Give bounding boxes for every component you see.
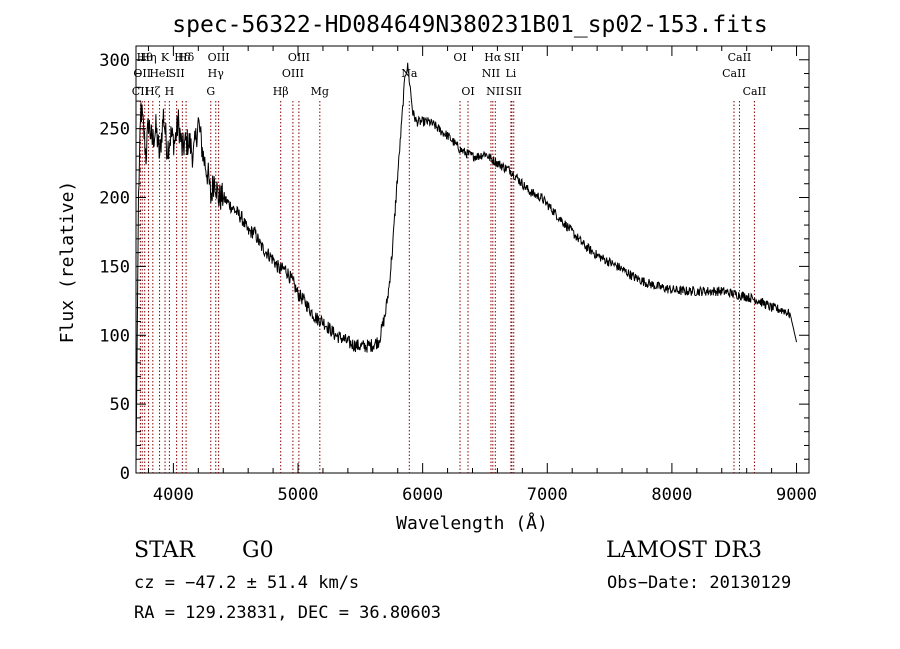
line-marker-label: CaII <box>722 67 746 80</box>
line-marker-label: Hθ <box>137 51 154 64</box>
y-tick-label: 250 <box>99 120 130 140</box>
y-axis-label: Flux (relative) <box>57 181 78 344</box>
line-marker-label: OIII <box>282 67 304 80</box>
y-tick-label: 100 <box>99 326 130 346</box>
y-tick-label: 200 <box>99 189 130 209</box>
x-tick-label: 7000 <box>527 485 568 505</box>
line-marker-label: OIII <box>288 51 310 64</box>
line-marker-label: Hβ <box>273 85 289 98</box>
y-axis: 0 50 100 150 200 250 300 <box>99 51 809 484</box>
line-marker-label: Hα <box>484 51 502 64</box>
x-tick-label: 5000 <box>278 485 319 505</box>
line-marker-label: SII <box>504 51 520 64</box>
survey-name: LAMOST DR3 <box>606 538 762 563</box>
line-marker-label: H <box>165 85 175 98</box>
line-marker-label: Li <box>505 67 516 80</box>
line-marker-label: Hδ <box>178 51 195 64</box>
plot-frame <box>135 45 810 474</box>
coordinates: RA = 129.23831, DEC = 36.80603 <box>134 603 442 623</box>
line-marker-label: SII <box>506 85 522 98</box>
x-tick-label: 4000 <box>153 485 194 505</box>
line-marker-label: OI <box>461 85 474 98</box>
chart-title: spec-56322-HD084649N380231B01_sp02-153.f… <box>172 12 767 38</box>
line-marker-label: OII <box>133 67 151 80</box>
line-marker-label: Mg <box>311 85 329 98</box>
line-marker-label: HeI <box>149 67 169 80</box>
line-marker-label: G <box>206 85 215 98</box>
line-marker-label: Hγ <box>208 67 225 80</box>
line-marker-label: K <box>161 51 170 64</box>
x-tick-label: 6000 <box>402 485 443 505</box>
line-marker-label: OI <box>453 51 466 64</box>
line-marker-label: NII <box>482 67 500 80</box>
x-axis-label: Wavelength (Å) <box>396 512 548 534</box>
line-marker-label: CaII <box>743 85 767 98</box>
observation-date: Obs−Date: 20130129 <box>607 573 792 593</box>
y-tick-label: 50 <box>110 395 130 415</box>
redshift-velocity: cz = −47.2 ± 51.4 km/s <box>134 573 360 593</box>
x-tick-label: 9000 <box>776 485 817 505</box>
object-class: STAR <box>134 538 195 563</box>
y-tick-label: 0 <box>120 464 130 484</box>
line-marker-label: NII <box>486 85 504 98</box>
y-tick-label: 300 <box>99 51 130 71</box>
line-marker-label: CII <box>132 85 149 98</box>
line-marker-label: Na <box>401 67 418 80</box>
line-marker-label: OIII <box>208 51 230 64</box>
line-marker-label: Hη <box>140 51 156 64</box>
x-tick-label: 8000 <box>651 485 692 505</box>
line-marker-label: Hζ <box>145 85 161 98</box>
y-tick-label: 150 <box>99 257 130 277</box>
line-marker-label: CaII <box>728 51 752 64</box>
spectrum-line <box>135 62 797 467</box>
x-axis: 4000 5000 6000 7000 8000 9000 <box>147 46 817 505</box>
line-marker-label: SII <box>169 67 185 80</box>
subclass: G0 <box>242 538 274 563</box>
line-marker-label: Hδ <box>174 51 191 64</box>
